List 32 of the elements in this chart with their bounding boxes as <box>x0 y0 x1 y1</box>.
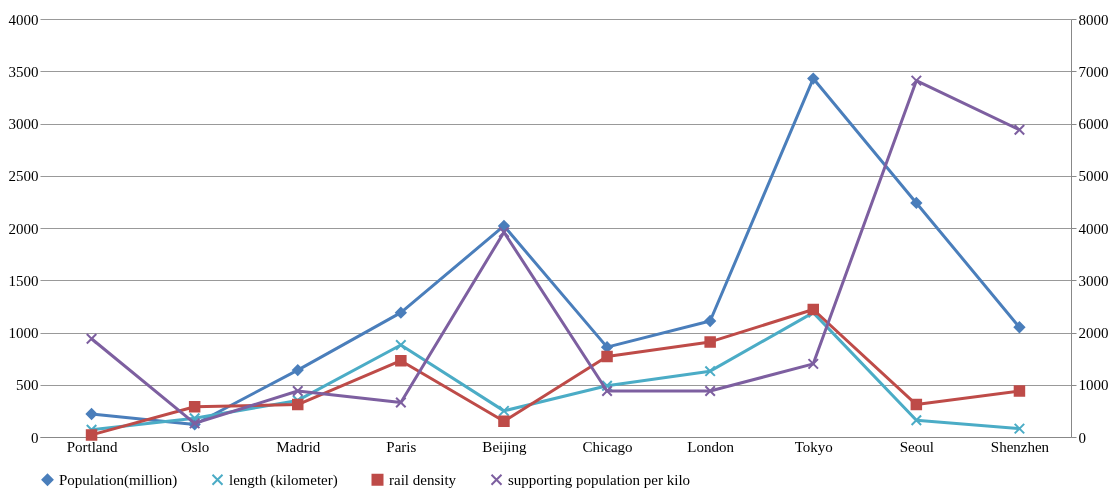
y2-tick-label: 7000 <box>1078 63 1109 80</box>
legend-label: Population(million) <box>59 471 178 489</box>
y2-tick-label: 1000 <box>1078 377 1109 394</box>
y2-tick-label: 5000 <box>1078 168 1109 185</box>
x-tick-label: Seoul <box>899 438 934 455</box>
y-tick-label: 3500 <box>8 63 39 80</box>
x-tick-label: Paris <box>386 438 417 455</box>
y2-tick-label: 3000 <box>1078 272 1109 289</box>
x-tick-label: Oslo <box>180 438 210 455</box>
y2-tick-label: 4000 <box>1078 220 1109 237</box>
y2-tick-label: 6000 <box>1078 116 1109 132</box>
x-tick-label: Tokyo <box>794 438 833 455</box>
legend-label: length (kilometer) <box>229 471 338 489</box>
y-tick-label: 2000 <box>8 220 39 237</box>
y2-tick-label: 8000 <box>1078 11 1109 28</box>
y-tick-label: 4000 <box>8 11 39 28</box>
y2-tick-label: 2000 <box>1078 325 1109 341</box>
y-tick-label: 2500 <box>8 168 39 185</box>
y-tick-label: 0 <box>31 429 39 446</box>
y-tick-label: 3000 <box>8 116 39 132</box>
y2-tick-label: 0 <box>1078 429 1086 446</box>
x-tick-label: Portland <box>66 438 118 455</box>
legend-label: rail density <box>389 471 457 488</box>
x-tick-label: Shenzhen <box>990 438 1050 455</box>
y-tick-label: 1500 <box>8 272 39 289</box>
x-tick-label: London <box>687 438 735 455</box>
y-tick-label: 1000 <box>8 325 39 341</box>
x-tick-label: Beijing <box>482 438 528 455</box>
x-tick-label: Madrid <box>276 438 321 455</box>
legend-label: supporting population per kilo <box>508 471 691 488</box>
x-tick-label: Chicago <box>582 438 633 455</box>
y-tick-label: 500 <box>16 377 39 394</box>
